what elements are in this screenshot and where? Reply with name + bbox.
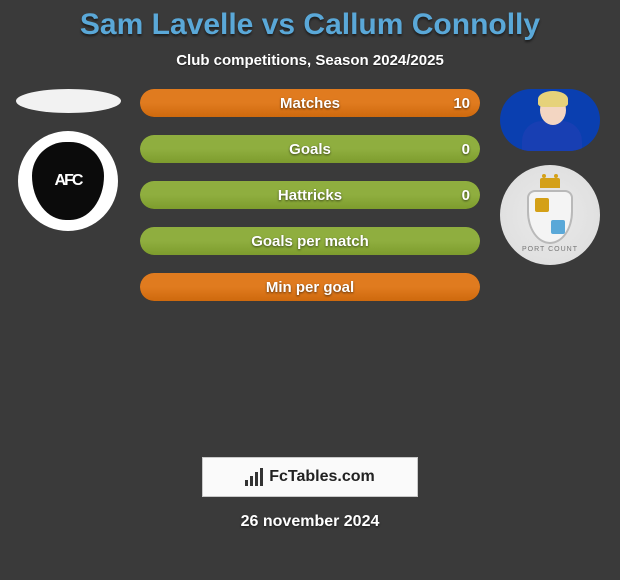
crown-icon <box>540 178 560 188</box>
stat-label: Goals <box>140 141 480 158</box>
generated-date: 26 november 2024 <box>0 513 620 531</box>
club-badge-letters: AFC <box>55 172 82 190</box>
stat-label: Matches <box>140 95 480 112</box>
right-player-column: PORT COUNT <box>490 89 610 265</box>
comparison-arena: AFC Matches 10 Goals 0 Hattricks 0 Goals… <box>0 89 620 449</box>
brand-badge: FcTables.com <box>202 457 418 497</box>
stat-bar-matches: Matches 10 <box>140 89 480 117</box>
left-club-badge: AFC <box>18 131 118 231</box>
left-player-column: AFC <box>8 89 128 231</box>
shield-icon <box>527 190 573 244</box>
stat-label: Min per goal <box>140 279 480 296</box>
stat-bars: Matches 10 Goals 0 Hattricks 0 Goals per… <box>140 89 480 301</box>
stat-value-right: 0 <box>462 187 470 204</box>
stat-value-right: 0 <box>462 141 470 158</box>
chart-icon <box>245 468 263 486</box>
comparison-subtitle: Club competitions, Season 2024/2025 <box>0 52 620 69</box>
player-photo-placeholder <box>16 89 121 113</box>
player-photo <box>500 89 600 151</box>
crest-text: PORT COUNT <box>522 246 578 253</box>
brand-text: FcTables.com <box>269 468 375 486</box>
right-club-crest: PORT COUNT <box>500 165 600 265</box>
stat-label: Hattricks <box>140 187 480 204</box>
photo-body <box>522 121 582 151</box>
comparison-title: Sam Lavelle vs Callum Connolly <box>0 0 620 42</box>
stat-bar-mpg: Min per goal <box>140 273 480 301</box>
stat-bar-hattricks: Hattricks 0 <box>140 181 480 209</box>
photo-hair <box>538 91 568 107</box>
stat-bar-goals: Goals 0 <box>140 135 480 163</box>
stat-bar-gpm: Goals per match <box>140 227 480 255</box>
shield-icon: AFC <box>32 142 104 220</box>
stat-label: Goals per match <box>140 233 480 250</box>
stat-value-right: 10 <box>453 95 470 112</box>
